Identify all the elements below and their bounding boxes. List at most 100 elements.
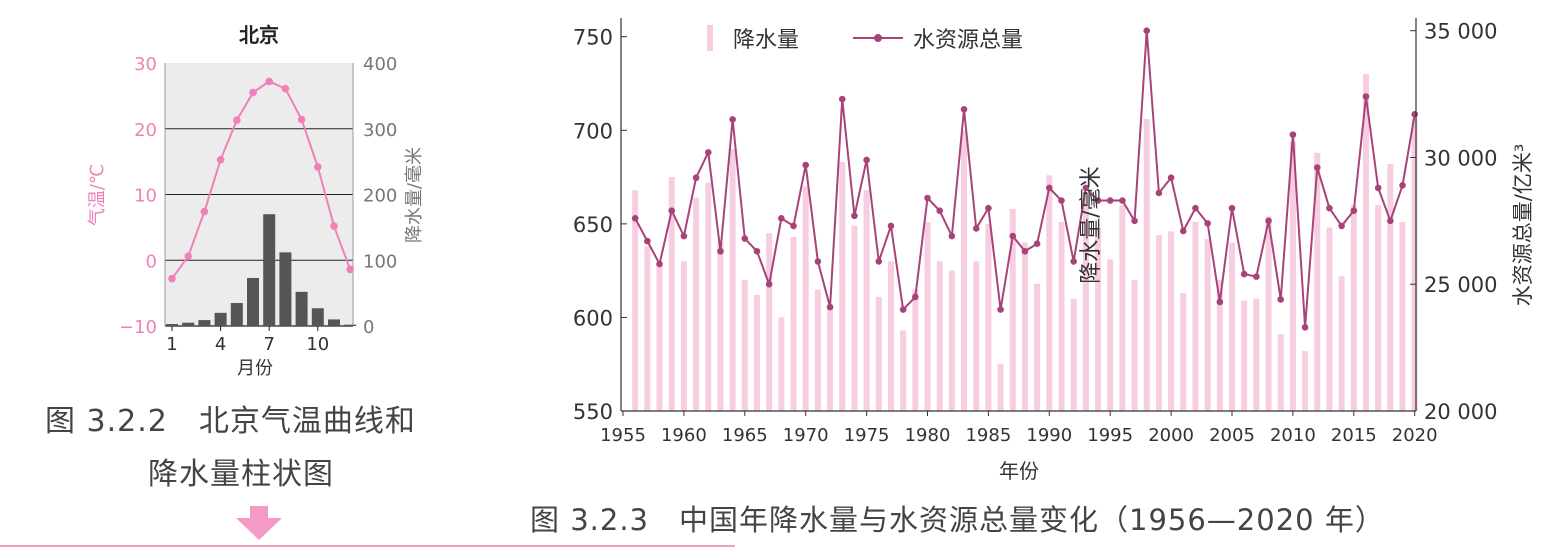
figure2-caption: 图 3.2.3 中国年降水量与水资源总量变化（1956—2020 年） xyxy=(530,503,1385,537)
right-axis-label: 水资源总量/亿米³ xyxy=(1511,144,1535,307)
precipitation-bar xyxy=(1155,235,1162,411)
x-tick-label: 1 xyxy=(166,334,177,355)
water-resource-point xyxy=(631,215,639,222)
x-tick-label: 1960 xyxy=(661,425,707,446)
x-tick-label: 2015 xyxy=(1331,425,1377,446)
x-tick-label: 1955 xyxy=(600,425,646,446)
precipitation-bar xyxy=(230,302,243,326)
water-resource-point xyxy=(1094,197,1102,204)
temperature-point xyxy=(233,116,241,125)
precipitation-bar xyxy=(1204,238,1211,411)
water-resource-point xyxy=(1411,111,1418,118)
water-resource-point xyxy=(1009,232,1017,240)
precipitation-bar xyxy=(1046,175,1053,411)
precipitation-bar xyxy=(1095,227,1102,411)
right-tick-label: 100 xyxy=(363,251,397,272)
precipitation-bar xyxy=(656,265,663,411)
water-resource-point xyxy=(790,222,797,230)
right-tick-label: 400 xyxy=(363,54,397,75)
left-axis-label: 气温/℃ xyxy=(87,164,108,226)
precipitation-bar xyxy=(1216,280,1223,411)
x-tick-label: 1985 xyxy=(965,425,1011,446)
water-resource-point xyxy=(972,225,980,232)
precipitation-bar xyxy=(948,270,955,411)
precipitation-bar xyxy=(1034,283,1041,411)
precipitation-bar xyxy=(1192,221,1199,411)
left-tick-label: 30 xyxy=(134,54,157,75)
precipitation-bar xyxy=(802,186,809,411)
precipitation-bar xyxy=(887,261,894,411)
water-resource-point xyxy=(656,260,663,268)
water-resource-point xyxy=(1338,222,1345,230)
x-tick-label: 1970 xyxy=(783,425,829,446)
precipitation-bar xyxy=(778,317,785,411)
water-resource-point xyxy=(875,258,883,265)
precipitation-bar xyxy=(741,280,748,411)
right-tick-label: 300 xyxy=(363,120,397,141)
precipitation-bar xyxy=(1277,334,1284,411)
x-tick-label: 1965 xyxy=(722,425,768,446)
right-axis-label: 降水量/毫米 xyxy=(404,147,425,243)
water-resource-point xyxy=(1143,27,1151,34)
china-precip-water-chart: 750 700 650 600 550 35 000 30 000 25 000 20 000 1… xyxy=(573,18,1535,483)
temperature-point xyxy=(200,207,209,216)
precipitation-bar xyxy=(1302,351,1309,411)
water-resource-point xyxy=(838,95,846,103)
water-resource-point xyxy=(753,247,761,255)
x-tick-label: 2000 xyxy=(1148,425,1194,446)
precipitation-bar xyxy=(1143,119,1150,412)
water-resource-point xyxy=(668,207,676,214)
water-resource-point xyxy=(1228,204,1236,212)
water-resource-point xyxy=(948,232,956,240)
water-resource-point xyxy=(1106,197,1114,204)
precipitation-bar xyxy=(1131,280,1138,411)
water-resource-point xyxy=(1265,217,1272,225)
water-resource-point xyxy=(985,204,992,212)
precipitation-bar xyxy=(1241,300,1248,411)
right-tick-label: 0 xyxy=(363,317,374,338)
precipitation-bar xyxy=(912,289,919,411)
x-tick-label: 7 xyxy=(263,334,274,355)
precipitation-bar xyxy=(1070,298,1077,411)
left-tick-label: 10 xyxy=(134,186,157,207)
right-tick-label: 20 000 xyxy=(1424,400,1497,424)
water-resource-point xyxy=(1362,93,1370,100)
precipitation-bar xyxy=(214,312,227,326)
left-tick-label: −10 xyxy=(119,317,157,338)
precipitation-bar xyxy=(1289,141,1296,411)
legend-bar-swatch xyxy=(707,25,713,51)
water-resource-point xyxy=(1216,298,1224,306)
right-tick-label: 35 000 xyxy=(1424,20,1497,44)
precipitation-bar xyxy=(961,130,968,412)
precipitation-bar xyxy=(166,324,178,326)
precipitation-bar xyxy=(1265,216,1272,411)
precipitation-bar xyxy=(827,308,834,411)
precipitation-bar xyxy=(263,214,276,326)
precipitation-bar xyxy=(753,294,760,411)
legend-line-label: 水资源总量 xyxy=(913,28,1023,53)
legend-line-marker xyxy=(874,34,882,42)
precipitation-bar xyxy=(729,149,736,411)
water-resource-point xyxy=(1155,189,1163,197)
water-resource-point xyxy=(1119,197,1126,204)
water-resource-point xyxy=(704,149,712,156)
precipitation-bar xyxy=(1338,276,1345,411)
down-arrow-icon xyxy=(236,506,282,540)
precipitation-bar xyxy=(644,246,651,411)
precipitation-bar xyxy=(1411,119,1418,412)
water-resource-point xyxy=(1070,258,1077,265)
water-resource-point xyxy=(826,303,834,311)
water-resource-point xyxy=(765,280,773,288)
temperature-point xyxy=(330,222,338,230)
right-tick-label: 200 xyxy=(363,186,397,207)
precipitation-bar xyxy=(1362,74,1369,412)
section-divider xyxy=(0,545,735,547)
water-resource-point xyxy=(802,161,809,169)
water-resource-point xyxy=(1021,247,1029,255)
water-resource-point xyxy=(1204,220,1211,227)
water-resource-point xyxy=(1350,207,1358,214)
precipitation-bar xyxy=(997,364,1004,411)
water-resource-point xyxy=(1131,217,1138,225)
water-resource-point xyxy=(1387,217,1394,225)
precipitation-bar xyxy=(1168,231,1175,411)
